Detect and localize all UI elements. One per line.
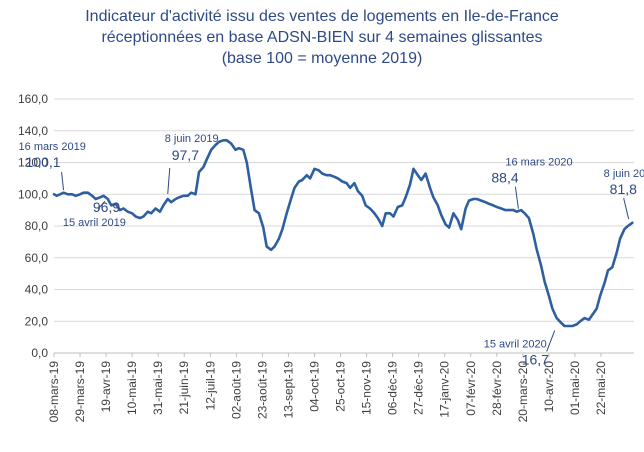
x-tick-label: 22-mai-20 <box>594 361 608 415</box>
annotation-value: 100,1 <box>26 154 61 170</box>
x-tick-label: 13-sept-19 <box>281 361 295 419</box>
x-tick-label: 23-août-19 <box>255 361 269 419</box>
y-axis: 0,0 20,0 40,0 60,0 80,0 100,0 120,0 140,0 160,0 <box>18 92 48 360</box>
x-axis: 08-mars-19 29-mars-19 19-avr-19 10-mai-19 31… <box>47 352 634 423</box>
y-tick-label: 140,0 <box>18 124 48 138</box>
y-tick-label: 0,0 <box>31 346 48 360</box>
annotation-value: 88,4 <box>491 170 518 186</box>
annotation-date: 15 avril 2019 <box>63 217 126 229</box>
annotation-leader <box>514 186 519 209</box>
annotation-leader <box>623 198 630 220</box>
x-tick-label: 19-avr-19 <box>99 361 113 413</box>
x-tick-label: 08-mars-19 <box>47 361 61 423</box>
x-tick-label: 02-août-19 <box>229 361 243 419</box>
annotation-leader <box>97 200 106 210</box>
y-tick-label: 120,0 <box>18 156 48 170</box>
annotation-leader <box>546 330 556 352</box>
x-tick-label: 06-déc-19 <box>386 361 400 415</box>
annotation-value: 96,9 <box>93 199 120 215</box>
chart-title: Indicateur d'activité issu des ventes de… <box>0 6 644 69</box>
x-tick-label: 10-mai-19 <box>125 361 139 415</box>
annotation-date: 16 mars 2020 <box>505 157 572 169</box>
x-tick-label: 25-oct-19 <box>334 361 348 412</box>
x-tick-label: 15-nov-19 <box>360 361 374 415</box>
chart-title-line-2: réceptionnées en base ADSN-BIEN sur 4 se… <box>101 29 543 46</box>
series-layer <box>52 139 634 328</box>
y-tick-label: 160,0 <box>18 92 48 106</box>
annotation-leader <box>61 172 65 191</box>
x-tick-label: 28-févr-20 <box>490 361 504 416</box>
y-tick-label: 40,0 <box>25 283 49 297</box>
x-tick-label: 01-mai-20 <box>568 361 582 415</box>
x-tick-label: 12-juil-19 <box>203 361 217 411</box>
chart-title-line-3: (base 100 = moyenne 2019) <box>221 50 423 67</box>
annotation-date: 15 avril 2020 <box>484 338 547 350</box>
y-tick-label: 60,0 <box>25 251 49 265</box>
chart-title-line-1: Indicateur d'activité issu des ventes de… <box>85 8 559 25</box>
annotation-value: 97,7 <box>172 147 199 163</box>
y-tick-label: 100,0 <box>18 187 48 201</box>
x-tick-label: 10-avr-20 <box>542 361 556 413</box>
annotation-date: 16 mars 2019 <box>19 141 86 153</box>
x-tick-label: 20-mars-20 <box>516 361 530 423</box>
x-tick-label: 07-févr-20 <box>464 361 478 416</box>
x-tick-label: 31-mai-19 <box>151 361 165 415</box>
gridlines <box>54 98 634 354</box>
x-tick-label: 27-déc-19 <box>412 361 426 415</box>
series-line-0 <box>52 139 634 328</box>
annotation-date: 8 juin 2020 <box>604 168 644 180</box>
annotation-leader <box>167 167 171 194</box>
x-tick-label: 17-janv-20 <box>438 361 452 418</box>
x-tick-label: 21-juin-19 <box>177 361 191 415</box>
x-tick-label: 04-oct-19 <box>307 361 321 412</box>
annotation-value: 16,7 <box>522 351 549 367</box>
y-tick-label: 20,0 <box>25 314 49 328</box>
x-tick-label: 29-mars-19 <box>73 361 87 423</box>
annotation-date: 8 juin 2019 <box>165 133 219 145</box>
annotation-value: 81,8 <box>610 181 637 197</box>
y-tick-label: 80,0 <box>25 219 49 233</box>
